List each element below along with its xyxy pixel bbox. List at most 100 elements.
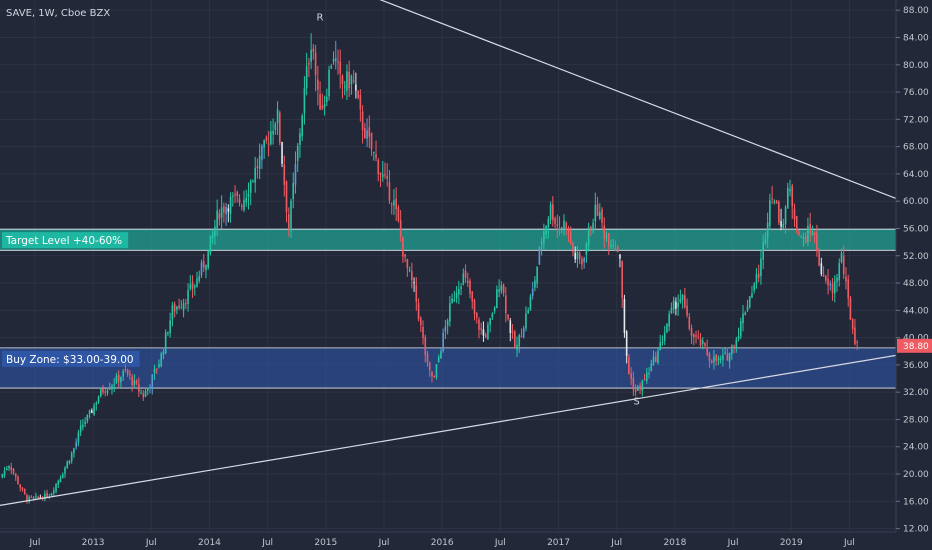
candle-body <box>178 305 180 308</box>
candle-body <box>775 200 778 204</box>
candle-body <box>659 342 662 351</box>
candle-body <box>399 220 402 237</box>
zone-layer: Target Level +40-60% Buy Zone: $33.00-39.… <box>0 228 896 389</box>
candle-body <box>227 208 230 212</box>
candle-body <box>285 181 288 212</box>
candle-body <box>710 360 713 364</box>
target-zone-band <box>0 229 896 251</box>
candle-body <box>330 66 333 69</box>
price-axis-tick-label: 12.00 <box>903 525 929 535</box>
candle-body <box>243 199 245 210</box>
candle-body <box>346 71 348 91</box>
candle-body <box>144 390 147 397</box>
candle-body <box>534 280 536 288</box>
candle-body <box>142 393 145 398</box>
candle-body <box>82 424 84 428</box>
candle-body <box>688 316 691 329</box>
candle-body <box>229 196 232 214</box>
candle-body <box>784 207 787 225</box>
candle-body <box>52 490 55 494</box>
price-axis-tick-label: 88.00 <box>903 6 929 16</box>
candle-body <box>856 342 858 344</box>
price-axis-tick-label: 40.00 <box>903 334 929 344</box>
candle-body <box>645 372 648 381</box>
candle-body <box>372 151 375 153</box>
candle-body <box>173 303 176 312</box>
candle-body <box>73 448 75 454</box>
candle-body <box>205 264 207 270</box>
candle-body <box>449 302 451 322</box>
candle-body <box>366 130 368 139</box>
candle-body <box>789 189 791 192</box>
candle-body <box>75 442 77 448</box>
candle-body <box>650 363 653 371</box>
candle-body <box>220 207 223 218</box>
candle-body <box>256 166 259 169</box>
candle-body <box>522 328 525 337</box>
candle-body <box>422 326 424 339</box>
candle-body <box>491 313 494 318</box>
candle-body <box>393 200 395 206</box>
candle-body <box>216 210 218 228</box>
candle-body <box>610 245 612 248</box>
time-axis-tick-label: Jul <box>494 538 506 548</box>
candle-body <box>413 282 415 284</box>
candle-body <box>440 351 442 359</box>
resistance-peak-letter: R <box>317 12 324 23</box>
candle-body <box>807 225 809 243</box>
candle-body <box>126 369 129 374</box>
price-axis-tick-label: 24.00 <box>903 443 929 453</box>
candle-body <box>748 296 751 307</box>
candle-body <box>191 282 194 290</box>
candle-body <box>516 344 518 350</box>
candle-body <box>713 356 715 363</box>
target-zone-label: Target Level +40-60% <box>5 235 122 247</box>
candle-body <box>317 79 319 90</box>
candle-body <box>578 252 581 260</box>
price-axis-background <box>896 0 932 550</box>
candle-body <box>507 314 509 319</box>
candle-body <box>612 244 615 246</box>
candle-body <box>590 226 592 229</box>
candle-body <box>724 352 726 354</box>
candle-body <box>513 331 516 349</box>
candle-body <box>361 111 364 131</box>
candle-body <box>339 61 342 74</box>
candle-body <box>554 218 556 224</box>
candle-body <box>386 175 389 179</box>
candle-body <box>793 208 796 220</box>
candle-body <box>171 305 174 320</box>
candle-body <box>619 254 621 259</box>
candle-body <box>511 331 514 333</box>
candle-body <box>455 292 458 299</box>
candle-body <box>258 155 261 169</box>
candle-body <box>10 467 13 470</box>
time-axis-tick-label: 2017 <box>547 538 570 548</box>
candle-body <box>652 356 655 365</box>
candle-body <box>623 299 626 333</box>
candle-body <box>115 375 118 384</box>
candle-body <box>842 255 845 275</box>
last-price-tag-background <box>897 338 932 353</box>
time-axis-tick-label: 2014 <box>198 538 221 548</box>
candle-body <box>348 71 350 89</box>
candle-body <box>265 136 268 141</box>
candle-body <box>822 274 825 277</box>
candle-body <box>545 225 547 235</box>
candle-body <box>854 327 856 345</box>
candle-body <box>368 127 371 137</box>
candle-body <box>104 391 107 393</box>
time-axis-tick-label: Jul <box>610 538 622 548</box>
trend-layer <box>0 0 897 506</box>
candle-body <box>270 131 272 145</box>
candle-body <box>305 66 308 89</box>
candle-body <box>798 231 800 236</box>
candle-body <box>701 340 704 344</box>
candle-body <box>728 352 731 363</box>
candle-body <box>697 336 700 338</box>
buy-zone-label-background <box>2 350 140 367</box>
candle-body <box>469 280 471 294</box>
candle-body <box>102 388 104 393</box>
candle-body <box>236 191 239 197</box>
